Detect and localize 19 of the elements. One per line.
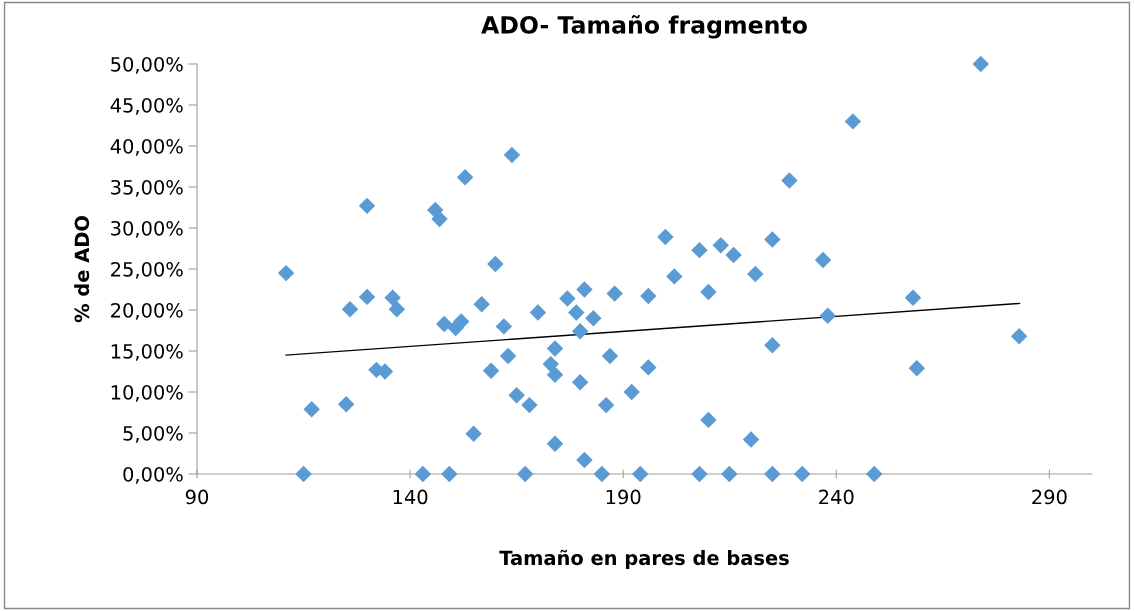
x-tick-label: 90 (185, 489, 209, 505)
y-tick-label: 50,00% (111, 56, 183, 74)
y-tick-label: 5,00% (123, 425, 183, 443)
y-axis-title: % de ADO (74, 216, 90, 323)
y-tick-label: 35,00% (111, 179, 183, 197)
y-tick-label: 15,00% (111, 343, 183, 361)
x-axis-title: Tamaño en pares de bases (499, 549, 789, 569)
x-tick-label: 240 (819, 489, 854, 505)
y-tick-label: 25,00% (111, 261, 183, 279)
y-tick-label: 40,00% (110, 138, 183, 156)
chart-title: ADO- Tamaño fragmento (481, 15, 807, 39)
y-tick-label: 20,00% (111, 302, 183, 320)
x-tick-label: 190 (606, 489, 641, 505)
y-tick-label: 30,00% (111, 220, 183, 238)
x-tick-label: 140 (393, 489, 428, 505)
x-tick-label: 290 (1032, 489, 1067, 505)
y-tick-label: 10,00% (111, 384, 183, 402)
y-tick-label: 45,00% (110, 97, 183, 115)
y-tick-label: 0,00% (123, 466, 183, 484)
